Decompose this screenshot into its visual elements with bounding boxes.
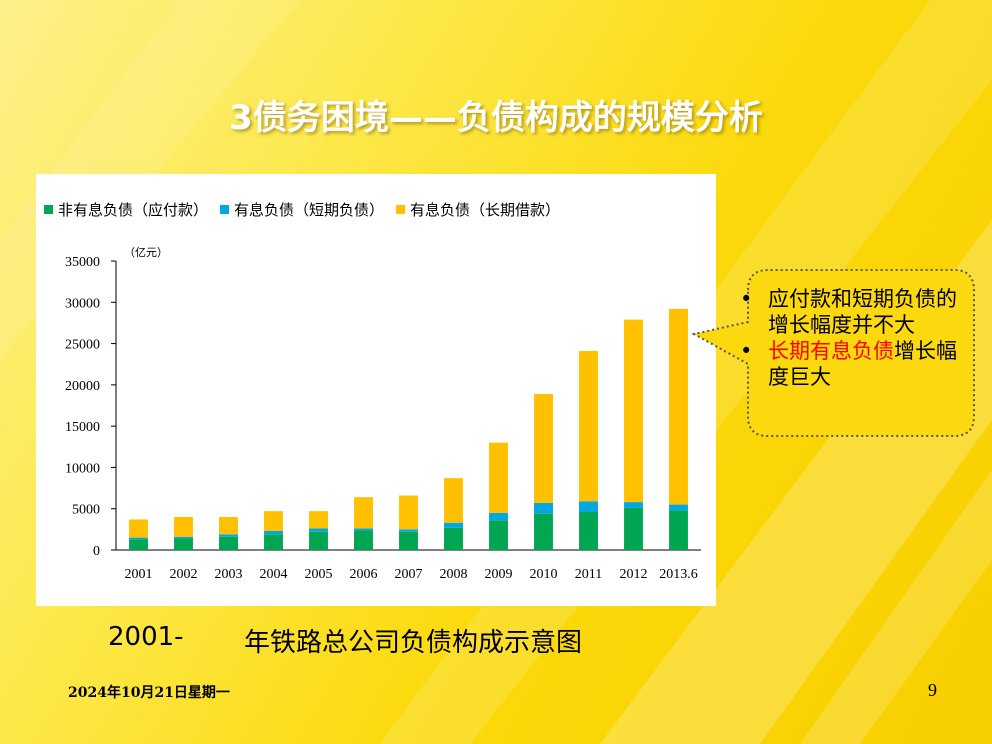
bar-segment-2: [579, 501, 598, 513]
bar-segment-3: [579, 351, 598, 502]
y-tick-label: 35000: [65, 255, 100, 270]
chart-caption: 2001- 年铁路总公司负债构成示意图: [108, 622, 708, 658]
bar-segment-2: [219, 534, 238, 537]
bar-segment-1: [129, 539, 148, 550]
bar-segment-1: [219, 536, 238, 550]
bar-segment-2: [624, 502, 643, 508]
page-number: 9: [928, 680, 937, 700]
bar-segment-1: [669, 510, 688, 550]
bar-segment-1: [174, 538, 193, 550]
x-tick-label: 2013.6: [659, 567, 698, 582]
legend-label-3: 有息负债（长期借款）: [410, 201, 560, 219]
bar-segment-2: [309, 528, 328, 532]
bar-segment-3: [444, 478, 463, 523]
bar-segment-2: [534, 502, 553, 514]
bar-segment-3: [309, 511, 328, 529]
bar-segment-3: [354, 497, 373, 529]
x-tick-label: 2003: [215, 567, 243, 582]
bar-segment-2: [129, 537, 148, 540]
bar-segment-2: [489, 512, 508, 521]
footer-date: 2024年10月21日星期一: [68, 685, 230, 701]
bar-segment-3: [129, 519, 148, 538]
bar-segment-3: [489, 442, 508, 513]
bar-segment-2: [399, 529, 418, 532]
bar-segment-3: [219, 516, 238, 535]
chart-panel: 非有息负债（应付款） 有息负债（短期负债） 有息负债（长期借款） （亿元） 0 5000 1…: [36, 174, 716, 606]
legend-swatch-1: [44, 205, 53, 214]
y-unit-label: （亿元）: [124, 246, 168, 259]
bar-segment-1: [579, 512, 598, 550]
legend-swatch-3: [396, 205, 406, 214]
bar-segment-1: [624, 507, 643, 550]
bar-segment-3: [534, 393, 553, 503]
callout-item-2: 长期有息负债增长幅度巨大: [736, 338, 968, 390]
y-tick-label: 15000: [65, 420, 100, 435]
bar-segment-1: [534, 513, 553, 550]
y-tick-label: 25000: [65, 338, 100, 353]
bar-segment-3: [399, 495, 418, 530]
x-tick-label: 2009: [485, 567, 513, 582]
bar-segment-3: [624, 319, 643, 503]
slide-title: 3债务困境——负债构成的规模分析: [229, 98, 763, 138]
bar-segment-2: [444, 522, 463, 528]
x-tick-label: 2011: [575, 567, 602, 582]
legend-swatch-2: [220, 205, 230, 214]
caption-main: 年铁路总公司负债构成示意图: [244, 628, 583, 658]
x-tick-label: 2002: [170, 567, 198, 582]
bar-segment-3: [669, 308, 688, 505]
x-tick-label: 2012: [620, 567, 648, 582]
x-tick-label: 2004: [260, 567, 288, 582]
x-tick-label: 2001: [125, 567, 153, 582]
x-tick-label: 2008: [440, 567, 468, 582]
y-tick-label: 10000: [65, 461, 100, 476]
bar-segment-1: [264, 534, 283, 550]
bar-segment-1: [354, 531, 373, 550]
y-tick-label: 30000: [65, 296, 100, 311]
caption-prefix: 2001-: [108, 622, 184, 652]
y-tick-label: 0: [93, 544, 100, 559]
bar-segment-3: [174, 516, 193, 537]
x-tick-label: 2007: [395, 567, 423, 582]
bar-segment-1: [444, 527, 463, 550]
callout-text: 应付款和短期负债的增长幅度并不大 长期有息负债增长幅度巨大: [736, 286, 968, 390]
bar-segment-1: [309, 531, 328, 550]
bar-segment-2: [669, 504, 688, 511]
callout-highlight: 长期有息负债: [768, 339, 894, 363]
x-tick-label: 2006: [350, 567, 378, 582]
y-tick-label: 20000: [65, 379, 100, 394]
bar-segment-2: [354, 528, 373, 532]
legend-label-2: 有息负债（短期负债）: [234, 201, 384, 219]
bar-segment-2: [174, 536, 193, 539]
x-tick-label: 2005: [305, 567, 333, 582]
x-tick-label: 2010: [530, 567, 558, 582]
stacked-bar-chart: 非有息负债（应付款） 有息负债（短期负债） 有息负债（长期借款） （亿元） 0 5000 1…: [44, 201, 701, 582]
bar-segment-2: [264, 531, 283, 535]
bar-segment-1: [489, 520, 508, 550]
callout-item-1: 应付款和短期负债的增长幅度并不大: [736, 286, 968, 338]
bar-segment-3: [264, 511, 283, 532]
bar-segment-1: [399, 531, 418, 550]
y-tick-label: 5000: [72, 503, 100, 518]
legend-label-1: 非有息负债（应付款）: [58, 201, 208, 219]
